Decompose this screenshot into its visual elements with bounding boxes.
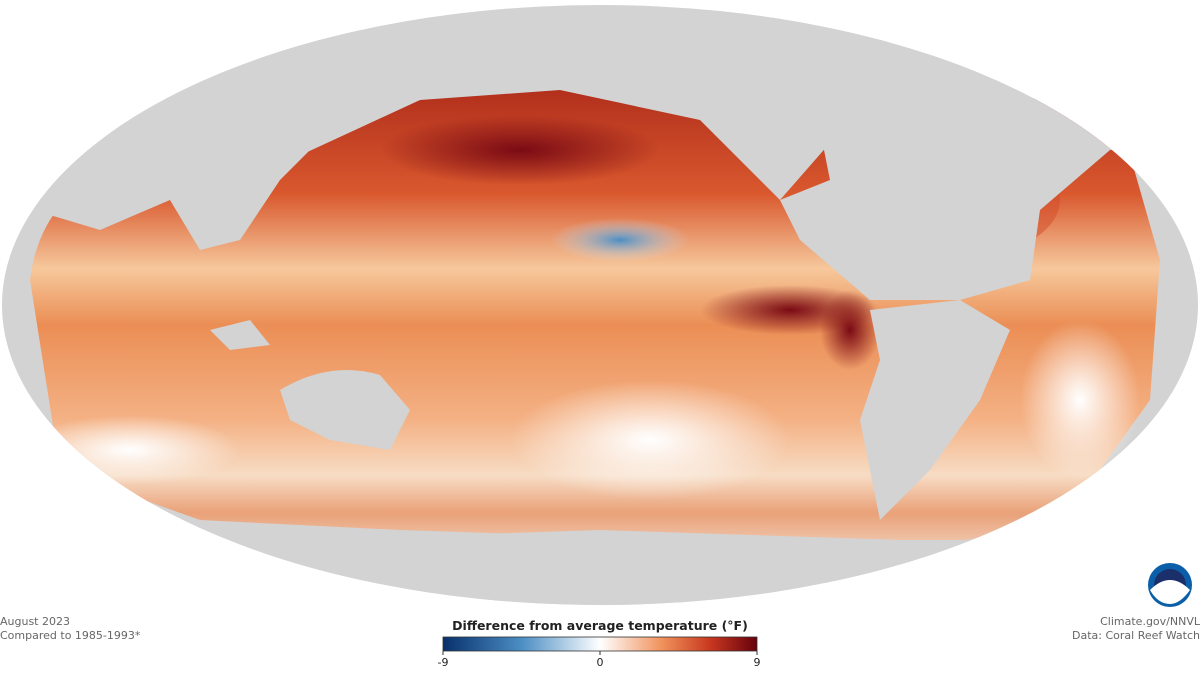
baseline-label: Compared to 1985-1993* [0,629,141,642]
noaa-logo [1148,563,1192,607]
data-credit: Data: Coral Reef Watch [1072,629,1200,642]
source-url: Climate.gov/NNVL [1100,615,1200,628]
colorbar [442,636,758,652]
colorbar-tick-label: 0 [597,656,604,669]
colorbar-tick-label: 9 [754,656,761,669]
date-label: August 2023 [0,615,70,628]
colorbar-tick-label: -9 [438,656,449,669]
legend-title: Difference from average temperature (°F) [452,618,748,633]
